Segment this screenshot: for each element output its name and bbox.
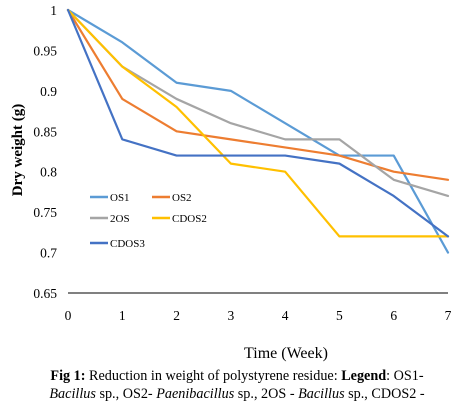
chart-legend: OS1 OS2 2OS CDOS2 CDOS3 (90, 192, 207, 250)
legend-label-os2: OS2 (172, 192, 192, 204)
x-tick-label: 2 (173, 308, 180, 323)
series-line-cdos2 (66, 8, 450, 238)
figure-caption: Fig 1: Reduction in weight of polystyren… (0, 367, 474, 403)
x-tick-label: 3 (227, 308, 234, 323)
y-tick-label: 1 (50, 3, 57, 18)
series-line-os1 (66, 8, 450, 254)
caption-text: Reduction in weight of polystyrene resid… (85, 368, 342, 384)
caption-line2-part: sp., CDOS2 - (344, 386, 425, 402)
x-tick-label: 4 (282, 308, 289, 323)
y-tick-label: 0.65 (33, 286, 57, 301)
x-axis-title: Time (Week) (244, 345, 328, 362)
caption-line-1: Fig 1: Reduction in weight of polystyren… (0, 367, 474, 385)
caption-line2-part: Paenibacillus (156, 386, 235, 402)
y-axis-title: Dry weight (g) (10, 104, 26, 196)
x-tick-label: 5 (336, 308, 343, 323)
legend-label-cdos3: CDOS3 (110, 238, 145, 250)
series-line-cdos3 (66, 8, 450, 238)
caption-line-2: Bacillus sp., OS2- Paenibacillus sp., 2O… (0, 385, 474, 403)
y-tick-label: 0.95 (33, 43, 57, 58)
caption-line2-part: Bacillus (49, 386, 96, 402)
y-tick-label: 0.85 (33, 124, 57, 139)
y-tick-label: 0.9 (40, 84, 57, 99)
series-line-os2 (66, 8, 450, 181)
x-tick-label: 1 (119, 308, 126, 323)
caption-legend-label: Legend (341, 368, 387, 384)
x-tick-label: 6 (390, 308, 397, 323)
legend-label-2os: 2OS (110, 213, 130, 225)
caption-line2-part: Bacillus (298, 386, 345, 402)
legend-label-cdos2: CDOS2 (172, 213, 207, 225)
y-tick-label: 0.7 (40, 246, 57, 261)
caption-line2-part: sp., OS2- (95, 386, 157, 402)
x-tick-label: 7 (445, 308, 452, 323)
y-tick-label: 0.75 (33, 205, 57, 220)
y-tick-label: 0.8 (40, 165, 57, 180)
caption-fig-label: Fig 1: (50, 368, 86, 384)
caption-line1-end: : OS1- (386, 368, 424, 384)
legend-label-os1: OS1 (110, 192, 130, 204)
series-layer (66, 8, 450, 254)
x-tick-label: 0 (65, 308, 72, 323)
chart-axes: 0.65 0.7 0.75 0.8 0.85 0.9 0.95 1 0 1 2 3 4 5 6 7 (33, 3, 451, 323)
caption-line2-part: sp., 2OS - (234, 386, 299, 402)
